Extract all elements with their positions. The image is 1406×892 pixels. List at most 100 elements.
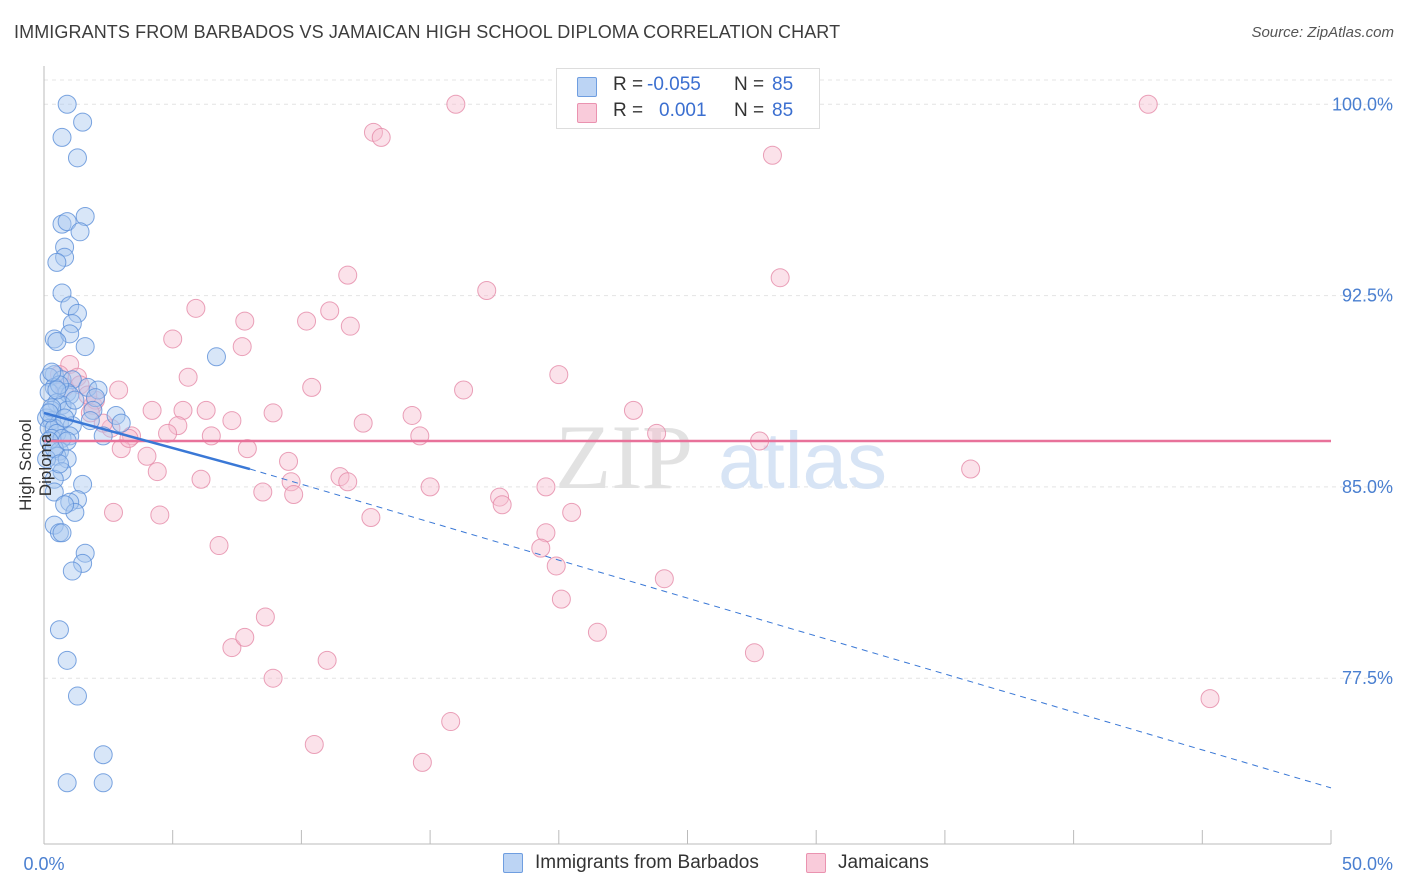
data-point-jamaicans (209, 536, 229, 556)
watermark-atlas: atlas (718, 416, 887, 505)
data-point-barbados (55, 495, 75, 515)
legend-swatch-blue (503, 853, 523, 873)
jamaicans-points (49, 94, 1220, 772)
data-point-barbados (42, 398, 62, 418)
data-point-jamaicans (83, 395, 103, 415)
data-point-barbados (73, 112, 93, 132)
data-point-jamaicans (263, 403, 283, 423)
data-point-jamaicans (111, 439, 131, 459)
data-point-jamaicans (446, 94, 466, 114)
data-point-barbados (65, 502, 85, 522)
data-point-jamaicans (587, 622, 607, 642)
data-point-barbados (85, 388, 105, 408)
data-point-jamaicans (353, 413, 373, 433)
legend-r-label: R = (613, 74, 644, 95)
data-point-barbados (75, 206, 95, 226)
data-point-jamaicans (647, 423, 667, 443)
data-point-jamaicans (279, 451, 299, 471)
data-point-barbados (206, 347, 226, 367)
data-point-jamaicans (304, 735, 324, 755)
data-point-barbados (52, 214, 72, 234)
data-point-jamaicans (168, 416, 188, 436)
data-point-jamaicans (173, 400, 193, 420)
data-point-jamaicans (163, 329, 183, 349)
data-point-jamaicans (536, 523, 556, 543)
data-point-barbados (75, 337, 95, 357)
data-point-jamaicans (284, 485, 304, 505)
legend-n-value: 85 (772, 74, 794, 95)
data-point-barbados (44, 329, 64, 349)
y-tick-label: 77.5% (1342, 668, 1393, 688)
data-point-jamaicans (178, 367, 198, 387)
data-point-jamaicans (961, 459, 981, 479)
data-point-jamaicans (281, 472, 301, 492)
data-point-jamaicans (623, 400, 643, 420)
y-tick-label: 100.0% (1332, 94, 1393, 114)
legend-r-value: -0.055 (647, 74, 701, 95)
data-point-jamaicans (235, 627, 255, 647)
data-point-barbados (52, 127, 72, 147)
data-point-jamaicans (317, 650, 337, 670)
barbados-points (37, 94, 226, 793)
data-point-jamaicans (762, 145, 782, 165)
data-point-jamaicans (549, 365, 569, 385)
data-point-jamaicans (371, 127, 391, 147)
data-point-barbados (57, 212, 77, 232)
data-point-jamaicans (320, 301, 340, 321)
data-point-jamaicans (402, 405, 422, 425)
correlation-legend: R = -0.055 N = 85 R = 0.001 N = 85 (556, 68, 820, 129)
data-point-jamaicans (1138, 94, 1158, 114)
data-point-jamaicans (531, 538, 551, 558)
legend-r-label: R = (613, 100, 644, 121)
data-point-jamaicans (654, 569, 674, 589)
data-point-barbados (47, 252, 67, 272)
data-point-jamaicans (412, 752, 432, 772)
data-point-jamaicans (263, 668, 283, 688)
data-point-jamaicans (158, 423, 178, 443)
data-point-jamaicans (361, 507, 381, 527)
source-label: Source: ZipAtlas.com (1251, 24, 1394, 41)
legend-item-label: Jamaicans (838, 852, 929, 873)
data-point-jamaicans (441, 712, 461, 732)
data-point-jamaicans (302, 377, 322, 397)
data-point-barbados (39, 403, 59, 423)
data-point-barbados (67, 148, 87, 168)
watermark-zip: ZIP (555, 406, 693, 508)
data-point-jamaicans (477, 280, 497, 300)
data-point-jamaicans (222, 411, 242, 431)
data-point-jamaicans (232, 337, 252, 357)
data-point-barbados (67, 303, 87, 323)
data-point-jamaicans (454, 380, 474, 400)
legend-swatch-pink (577, 103, 597, 123)
legend-n-value: 85 (772, 100, 794, 121)
tick-labels: 77.5% 85.0% 92.5% 100.0% 0.0% 50.0% (23, 94, 1393, 874)
data-point-jamaicans (109, 380, 129, 400)
data-point-jamaicans (191, 469, 211, 489)
x-tick-label: 0.0% (23, 854, 64, 874)
axes (43, 66, 1332, 845)
data-point-barbados (52, 523, 72, 543)
data-point-barbados (67, 686, 87, 706)
data-point-barbados (55, 237, 75, 257)
y-axis-label: High School Diploma (16, 419, 55, 511)
data-point-jamaicans (103, 502, 123, 522)
data-point-jamaicans (253, 482, 273, 502)
data-point-barbados (57, 94, 77, 114)
data-point-jamaicans (297, 311, 317, 331)
trend-lines (43, 411, 1332, 789)
data-point-barbados (44, 482, 64, 502)
legend-n-label: N = (734, 74, 765, 95)
data-point-barbados (67, 490, 87, 510)
data-point-jamaicans (196, 400, 216, 420)
data-point-barbados (65, 390, 85, 410)
data-point-jamaicans (338, 472, 358, 492)
data-point-jamaicans (237, 439, 257, 459)
y-tick-label: 85.0% (1342, 477, 1393, 497)
data-point-jamaicans (744, 643, 764, 663)
data-point-jamaicans (551, 589, 571, 609)
series-legend: Immigrants from Barbados Jamaicans (0, 852, 1406, 876)
legend-r-value: 0.001 (659, 100, 707, 121)
watermark: ZIP atlas (555, 406, 887, 508)
data-point-jamaicans (770, 268, 790, 288)
